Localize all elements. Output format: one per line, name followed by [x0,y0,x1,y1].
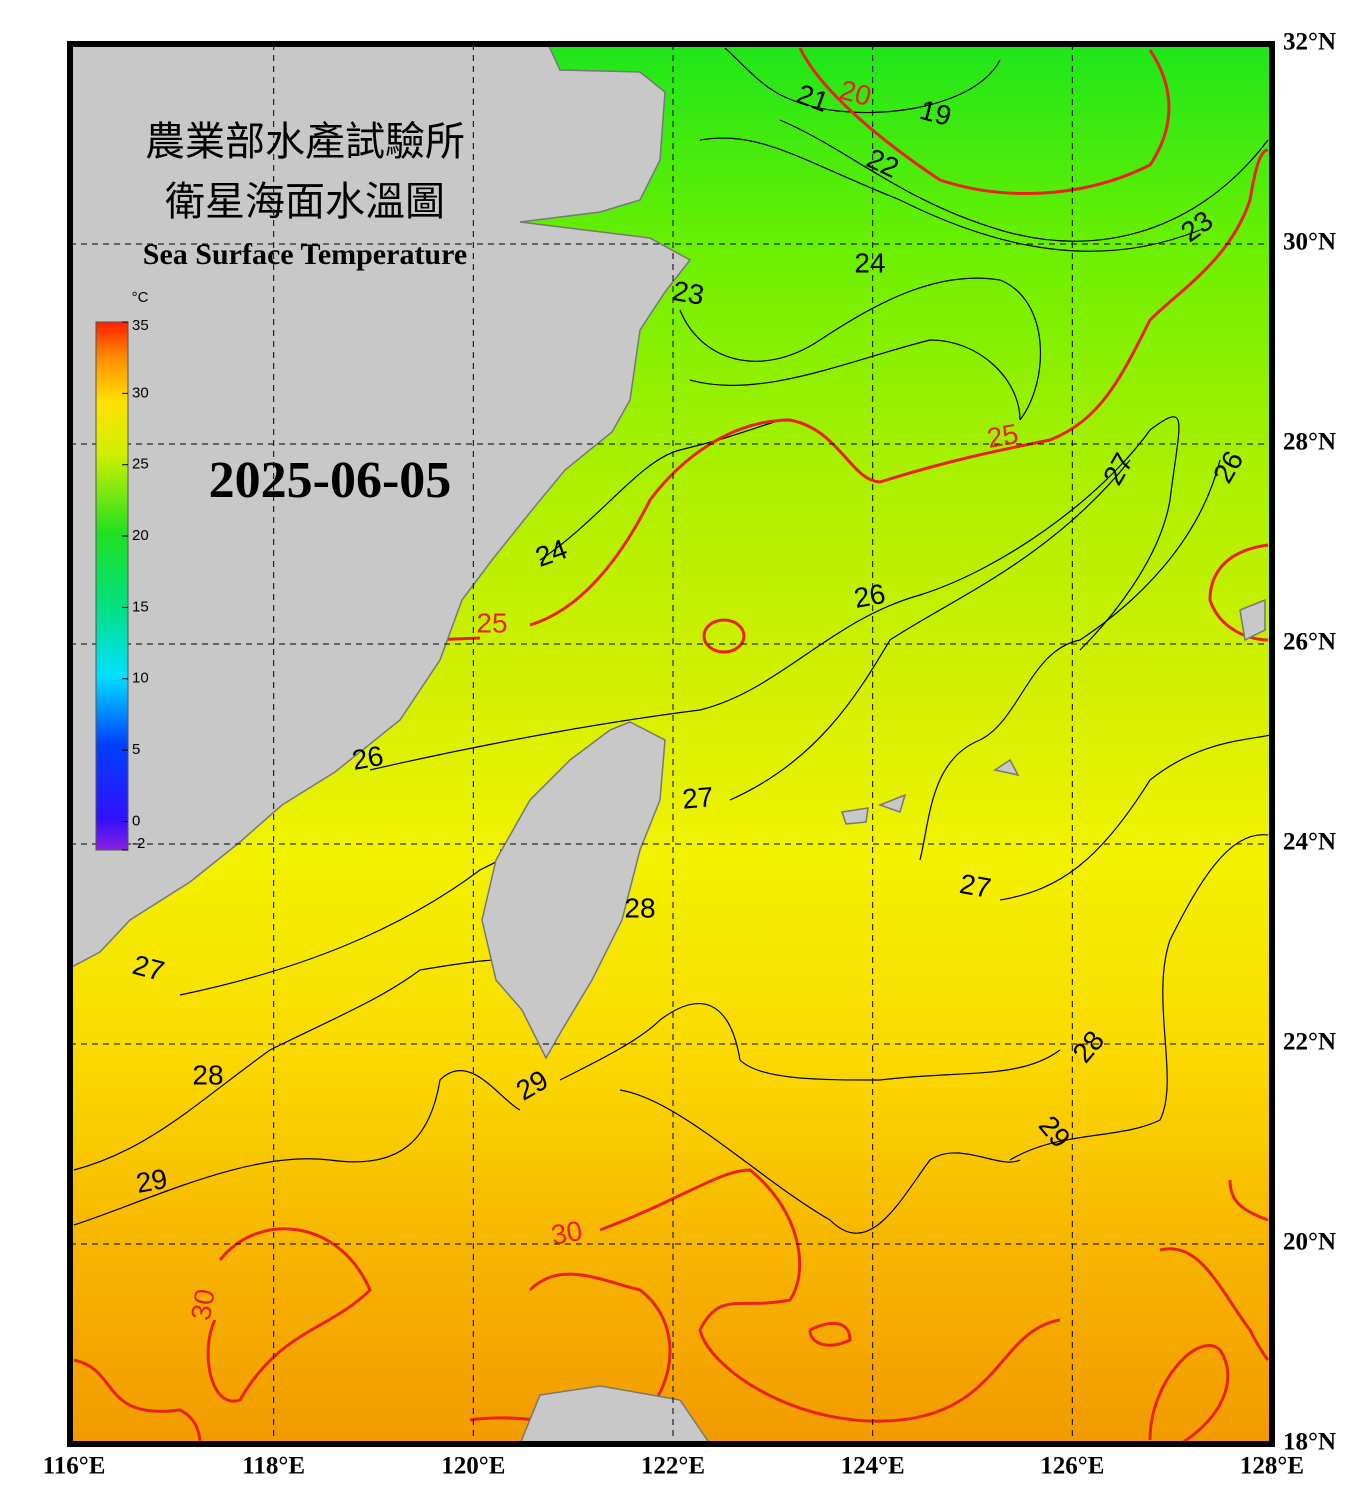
colorbar-tick-label: 30 [132,384,149,401]
latitude-label: 28°N [1283,429,1336,456]
contour-label: 25 [476,607,507,638]
colorbar-unit: °C [132,289,149,306]
colorbar [95,321,129,851]
contour-label: 28 [624,892,655,923]
contour-label: 23 [670,275,706,311]
colorbar-tick-label: -2 [132,835,145,852]
date: 2025-06-05 [209,452,452,509]
contour-label: 30 [185,1287,221,1323]
latitude-label: 32°N [1283,29,1336,56]
contour-label: 30 [549,1215,585,1251]
longitude-label: 120°E [441,1453,505,1480]
latitude-label: 24°N [1283,829,1336,856]
title-line: 衛星海面水溫圖 [165,179,445,225]
longitude-label: 122°E [641,1453,705,1480]
map-frame [67,41,1275,1447]
colorbar-tick-label: 20 [132,527,149,544]
latitude-label: 26°N [1283,629,1336,656]
colorbar-tick-label: 10 [132,670,149,687]
longitude-label: 118°E [242,1453,305,1480]
longitude-label: 124°E [841,1453,905,1480]
latitude-label: 22°N [1283,1029,1336,1056]
longitude-label: 116°E [43,1453,106,1480]
latitude-label: 30°N [1283,229,1336,256]
contour-label: 27 [681,781,715,815]
graticule [73,47,1269,1441]
contour-label: 26 [350,740,386,776]
colorbar-tick-label: 35 [132,317,149,334]
latitude-label: 18°N [1283,1429,1336,1456]
contour-label: 25 [985,418,1021,454]
contour-label: 27 [957,868,993,904]
contour-label: 29 [134,1163,170,1199]
longitude-label: 128°E [1240,1453,1304,1480]
colorbar-tick-label: 0 [132,812,140,829]
longitude-label: 126°E [1040,1453,1104,1480]
title-line: 農業部水產試驗所 [145,119,465,165]
latitude-label: 20°N [1283,1229,1336,1256]
colorbar-tick-label: 5 [132,741,140,758]
contour-label: 26 [852,578,888,614]
colorbar-tick-label: 15 [132,598,149,615]
land [73,47,1266,1441]
contour-label: 24 [854,247,885,278]
subtitle: Sea Surface Temperature [143,238,467,271]
contour-label: 28 [192,1059,223,1090]
colorbar-tick-label: 25 [132,456,149,473]
map-area [73,47,1269,1441]
